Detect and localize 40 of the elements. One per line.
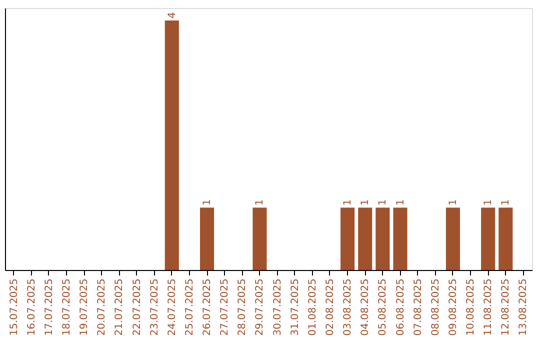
x-tick-label: 05.08.2025 <box>378 278 389 336</box>
data-label: 1 <box>395 199 406 206</box>
x-tick-label: 30.07.2025 <box>272 278 284 336</box>
x-tick-label: 31.07.2025 <box>290 278 301 336</box>
x-tick-label: 02.08.2025 <box>324 278 336 336</box>
data-label: 1 <box>254 199 266 206</box>
data-label: 1 <box>500 199 512 206</box>
x-tick-label: 28.07.2025 <box>237 278 248 336</box>
x-tick-label: 18.07.2025 <box>61 278 72 336</box>
x-tick-label: 25.07.2025 <box>184 278 196 336</box>
x-tick-label: 27.07.2025 <box>220 278 231 336</box>
data-label: 1 <box>448 199 459 206</box>
x-tick-label: 04.08.2025 <box>360 278 372 336</box>
x-tick-label: 03.08.2025 <box>342 278 354 336</box>
x-tick-label: 20.07.2025 <box>96 278 108 336</box>
x-tick-label: 26.07.2025 <box>202 278 214 336</box>
x-tick-label: 15.07.2025 <box>8 278 20 336</box>
x-tick-label: 12.08.2025 <box>500 278 512 336</box>
x-tick-label: 29.07.2025 <box>254 278 266 336</box>
data-label: 1 <box>378 199 389 206</box>
x-tick-label: 21.07.2025 <box>114 278 126 336</box>
x-tick-label: 16.07.2025 <box>26 278 38 336</box>
data-label: 1 <box>342 199 354 206</box>
x-tick-label: 09.08.2025 <box>448 278 459 336</box>
data-label: 4 <box>166 12 178 18</box>
x-tick-label: 23.07.2025 <box>149 278 160 336</box>
x-tick-label: 08.08.2025 <box>430 278 442 336</box>
x-tick-label: 11.08.2025 <box>483 278 494 336</box>
x-tick-label: 17.07.2025 <box>44 278 55 336</box>
x-tick-label: 01.08.2025 <box>307 278 318 336</box>
data-label: 1 <box>483 199 494 206</box>
x-tick-label: 06.08.2025 <box>395 278 406 336</box>
x-tick-label: 22.07.2025 <box>132 278 143 336</box>
data-label: 1 <box>202 199 214 206</box>
x-tick-label: 24.07.2025 <box>166 278 178 336</box>
x-tick-label: 10.08.2025 <box>466 278 477 336</box>
data-label: 1 <box>360 199 372 206</box>
x-tick-label: 07.08.2025 <box>412 278 424 336</box>
x-tick-label: 19.07.2025 <box>79 278 90 336</box>
x-tick-label: 13.08.2025 <box>518 278 530 336</box>
